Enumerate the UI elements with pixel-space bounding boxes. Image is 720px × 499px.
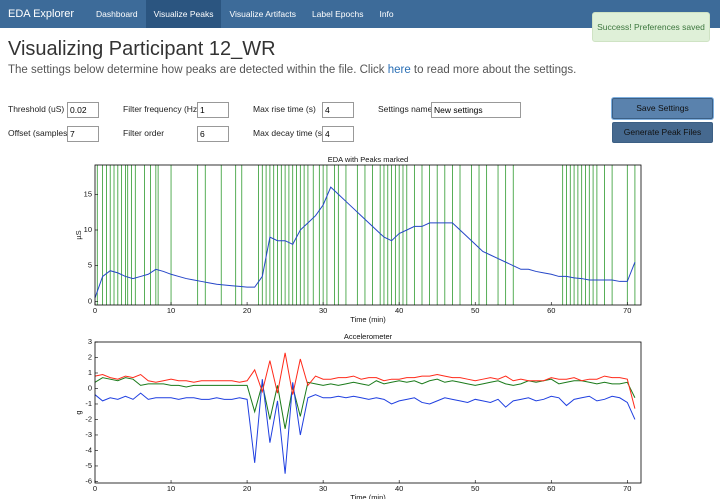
y-tick-label: 1	[88, 368, 92, 377]
nav-item[interactable]: Dashboard	[96, 9, 138, 19]
y-tick-label: 10	[84, 225, 92, 234]
x-tick-label: 30	[319, 484, 327, 493]
field-label: Max decay time (s)	[253, 128, 325, 138]
x-tick-label: 60	[547, 484, 555, 493]
text-input[interactable]: 7	[67, 126, 99, 142]
text-input[interactable]: New settings	[431, 102, 521, 118]
series-line	[94, 352, 636, 409]
x-tick-label: 20	[243, 306, 251, 315]
x-tick-label: 20	[243, 484, 251, 493]
series-line	[94, 377, 636, 429]
plot-frame	[94, 164, 642, 306]
x-tick-label: 40	[395, 306, 403, 315]
text-input[interactable]: 4	[322, 102, 354, 118]
plot-frame	[94, 341, 642, 484]
button[interactable]: Save Settings	[612, 98, 713, 119]
chart-title: Accelerometer	[344, 332, 393, 341]
x-tick-label: 70	[623, 306, 631, 315]
nav-item[interactable]: Label Epochs	[311, 9, 364, 19]
y-tick-label: -4	[85, 445, 92, 454]
x-axis-label: Time (min)	[350, 315, 386, 324]
chart-title: EDA with Peaks marked	[328, 155, 408, 164]
text-input[interactable]: 6	[197, 126, 229, 142]
x-tick-label: 0	[93, 484, 97, 493]
x-tick-label: 50	[471, 306, 479, 315]
x-tick-label: 10	[167, 306, 175, 315]
x-tick-label: 0	[93, 306, 97, 315]
x-tick-label: 70	[623, 484, 631, 493]
y-tick-label: -6	[85, 476, 92, 485]
brand[interactable]: EDA Explorer	[8, 8, 75, 20]
field-label: Settings name	[378, 104, 433, 114]
field-label: Filter order	[123, 128, 165, 138]
x-tick-label: 30	[319, 306, 327, 315]
text-input[interactable]: 4	[322, 126, 354, 142]
x-tick-label: 60	[547, 306, 555, 315]
y-axis-label: µS	[74, 230, 83, 239]
nav-item[interactable]: Info	[379, 9, 394, 19]
page-title: Visualizing Participant 12_WR	[8, 38, 276, 60]
y-tick-label: -1	[85, 399, 92, 408]
description-text: The settings below determine how peaks a…	[8, 64, 388, 76]
toast: Success! Preferences saved	[592, 12, 710, 42]
field-label: Max rise time (s)	[253, 104, 316, 114]
series-line	[94, 379, 636, 474]
x-tick-label: 10	[167, 484, 175, 493]
description-text: to read more about the settings.	[410, 64, 577, 76]
y-tick-label: 3	[88, 337, 92, 346]
field-label: Offset (samples)	[8, 128, 71, 138]
field-label: Filter frequency (Hz)	[123, 104, 200, 114]
nav-item[interactable]: Visualize Artifacts	[229, 9, 296, 19]
nav-item[interactable]: Visualize Peaks	[145, 0, 222, 28]
y-axis-label: g	[74, 410, 83, 414]
text-input[interactable]: 0.02	[67, 102, 99, 118]
y-tick-label: 0	[88, 383, 92, 392]
x-tick-label: 40	[395, 484, 403, 493]
y-tick-label: -2	[85, 414, 92, 423]
y-tick-label: 15	[84, 189, 92, 198]
y-tick-label: 0	[88, 296, 92, 305]
field-label: Threshold (uS)	[8, 104, 65, 114]
y-tick-label: -5	[85, 461, 92, 470]
x-tick-label: 50	[471, 484, 479, 493]
y-tick-label: -3	[85, 430, 92, 439]
y-tick-label: 2	[88, 352, 92, 361]
y-tick-label: 5	[88, 261, 92, 270]
description: The settings below determine how peaks a…	[8, 64, 576, 76]
button[interactable]: Generate Peak Files	[612, 122, 713, 143]
text-input[interactable]: 1	[197, 102, 229, 118]
series-line	[94, 186, 636, 299]
link[interactable]: here	[387, 64, 411, 76]
x-axis-label: Time (min)	[350, 493, 386, 499]
